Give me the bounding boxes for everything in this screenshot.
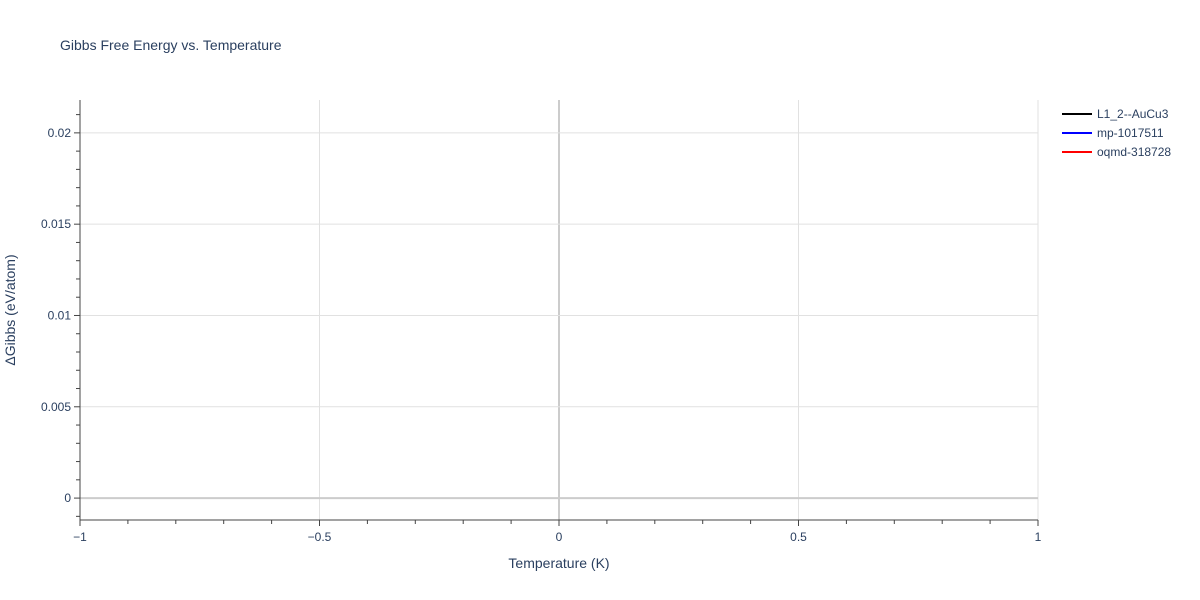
x-tick-label: 0 (556, 530, 563, 544)
x-tick-label: −1 (73, 530, 87, 544)
legend-label: L1_2--AuCu3 (1097, 107, 1169, 121)
y-tick-label: 0.02 (48, 126, 72, 140)
legend-label: mp-1017511 (1097, 126, 1164, 140)
y-axis-label: ΔGibbs (eV/atom) (2, 254, 18, 365)
chart-title: Gibbs Free Energy vs. Temperature (60, 37, 282, 53)
y-tick-label: 0.015 (41, 217, 71, 231)
x-tick-label: −0.5 (308, 530, 332, 544)
x-tick-label: 0.5 (790, 530, 807, 544)
x-tick-label: 1 (1035, 530, 1042, 544)
x-axis-label: Temperature (K) (508, 555, 609, 571)
y-tick-label: 0.005 (41, 400, 71, 414)
legend-label: oqmd-318728 (1097, 145, 1171, 159)
y-tick-label: 0 (64, 491, 71, 505)
y-tick-label: 0.01 (48, 308, 72, 322)
